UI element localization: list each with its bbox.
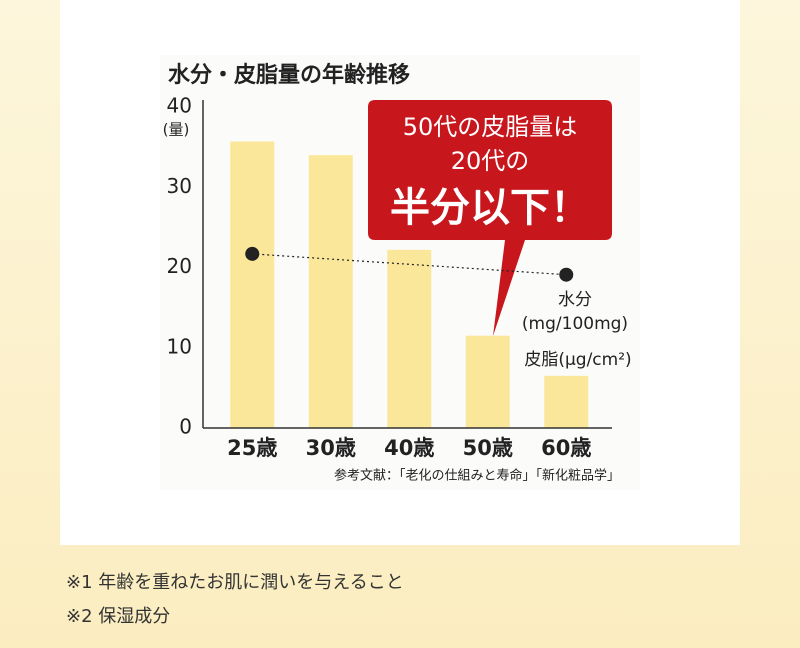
y-tick-label: 0: [179, 415, 192, 439]
y-axis-label: (量): [163, 121, 190, 139]
y-tick-label: 40: [167, 94, 192, 118]
point: [245, 246, 260, 261]
y-tick-label: 30: [167, 174, 192, 198]
y-tick-label: 10: [167, 334, 192, 358]
callout-text: 50代の皮脂量は: [403, 113, 578, 141]
legend-label: 皮脂(μg/cm²): [524, 350, 631, 370]
bar: [308, 155, 353, 428]
bar: [465, 335, 510, 428]
bar: [230, 141, 275, 428]
callout-text: 20代の: [451, 147, 530, 175]
chart-title: 水分・皮脂量の年齢推移: [168, 62, 410, 88]
x-tick-label: 30歳: [306, 436, 356, 460]
callout-text: 半分以下！: [390, 185, 590, 231]
x-tick-label: 40歳: [384, 436, 434, 460]
footnote: ※1 年齢を重ねたお肌に潤いを与えること: [66, 572, 404, 593]
source: 参考文献：「老化の仕組みと寿命」「新化粧品学」: [334, 468, 620, 484]
x-tick-label: 25歳: [227, 436, 277, 460]
footnote: ※2 保湿成分: [66, 606, 171, 627]
bar: [387, 249, 432, 428]
legend-label: 水分: [558, 290, 592, 310]
callout-box: [368, 100, 612, 336]
bar: [544, 375, 589, 428]
x-tick-label: 50歳: [463, 436, 513, 460]
legend-unit: (mg/100mg): [522, 314, 628, 334]
x-tick-label: 60歳: [541, 436, 591, 460]
y-tick-label: 20: [167, 254, 192, 278]
point: [559, 267, 574, 282]
